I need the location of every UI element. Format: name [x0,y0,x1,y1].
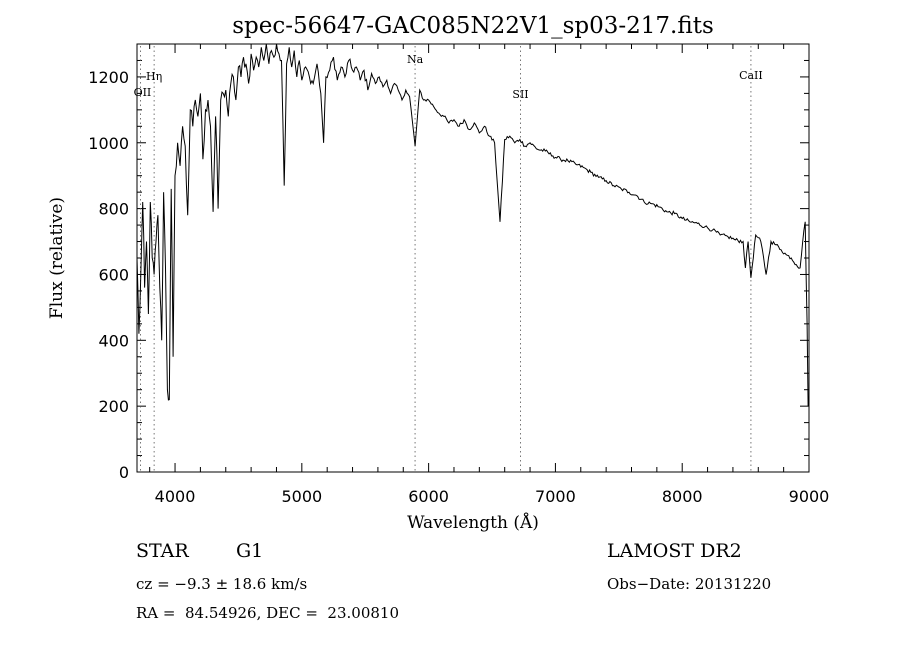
x-axis-label: Wavelength (Å) [407,512,539,533]
x-tick-label: 6000 [408,487,449,506]
y-tick-label: 600 [98,265,129,284]
flux-series-line [136,43,810,407]
x-tick-label: 4000 [155,487,196,506]
observation-date: Obs−Date: 20131220 [607,575,772,593]
object-subclass: G1 [236,540,264,562]
redshift-cz: cz = −9.3 ± 18.6 km/s [136,575,308,593]
y-tick-label: 400 [98,331,129,350]
chart-title: spec-56647-GAC085N22V1_sp03-217.fits [232,13,714,39]
spectral-line-label: OII [134,86,152,99]
spectral-line-label: Na [407,53,424,66]
survey-name: LAMOST DR2 [607,540,742,562]
x-tick-label: 8000 [662,487,703,506]
x-tick-label: 7000 [535,487,576,506]
y-tick-label: 0 [119,463,129,482]
emission-lines: Hη OII Na SII CaII [134,46,763,472]
plot-frame [136,43,810,473]
y-tick-label: 800 [98,200,129,219]
x-tick-label: 5000 [281,487,322,506]
spectral-line-label: CaII [739,69,763,82]
y-tick-label: 200 [98,397,129,416]
axis-ticks [137,43,810,473]
y-tick-label: 1000 [88,134,129,153]
y-axis-label: Flux (relative) [47,197,67,319]
object-class: STAR [136,540,189,562]
y-tick-label: 1200 [88,68,129,87]
tick-labels: 4000 5000 6000 7000 8000 9000 0 200 400 600 800 100… [88,68,829,506]
x-tick-label: 9000 [789,487,830,506]
spectral-line-label: SII [512,88,528,101]
ra-dec-coordinates: RA = 84.54926, DEC = 23.00810 [136,604,400,622]
spectral-line-label: Hη [146,70,162,83]
